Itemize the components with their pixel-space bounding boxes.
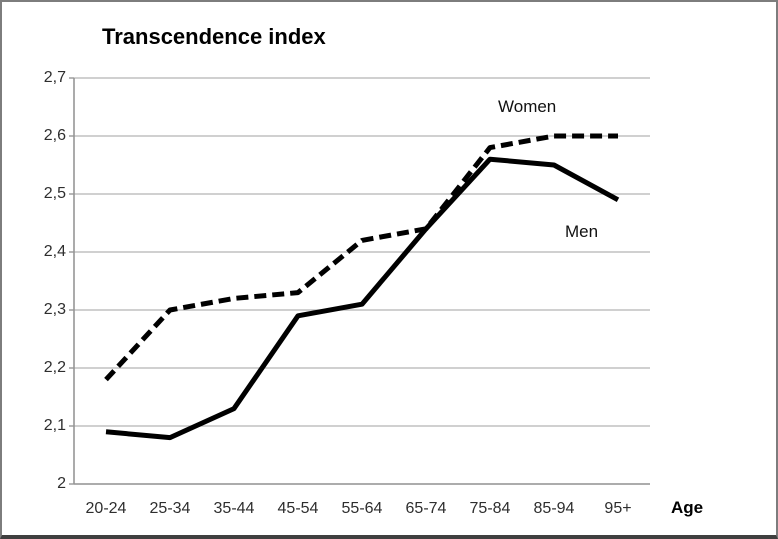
x-axis-tick-label: 35-44 — [213, 500, 255, 517]
y-axis-tick-label: 2,7 — [43, 69, 66, 86]
y-axis-tick-label: 2,6 — [43, 127, 66, 144]
x-axis-tick-label: 20-24 — [85, 500, 127, 517]
x-axis-tick-label: 85-94 — [533, 500, 575, 517]
series-label-men: Men — [565, 222, 599, 241]
series-label-women: Women — [498, 97, 557, 116]
x-axis-tick-label: 25-34 — [149, 500, 191, 517]
men-line — [105, 156, 620, 441]
x-axis-tick-label: 45-54 — [277, 500, 319, 517]
y-axis-tick-label: 2,5 — [43, 185, 66, 202]
y-axis-tick-label: 2 — [57, 475, 66, 492]
x-axis-tick-label: 75-84 — [469, 500, 511, 517]
y-axis-tick-label: 2,3 — [43, 301, 66, 318]
x-axis-tick-label: 65-74 — [405, 500, 447, 517]
women-line — [104, 133, 618, 382]
y-axis-tick-label: 2,2 — [43, 359, 66, 376]
x-axis-tick-label: 55-64 — [341, 500, 383, 517]
x-axis-tick-label: 95+ — [604, 500, 632, 517]
y-axis-tick-label: 2,4 — [43, 243, 66, 260]
x-axis-title: Age — [670, 498, 704, 517]
chart-title: Transcendence index — [102, 24, 326, 49]
y-axis-tick-label: 2,1 — [43, 417, 66, 434]
